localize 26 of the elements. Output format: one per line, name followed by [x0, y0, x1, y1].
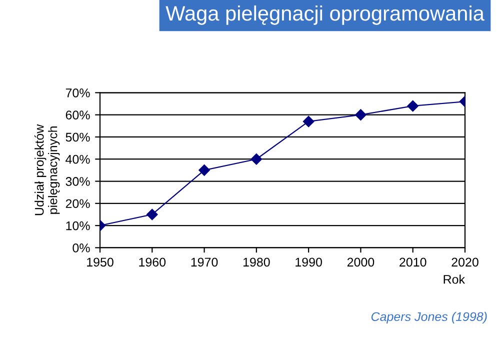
point — [407, 100, 418, 112]
chart-title: Waga pielęgnacji oprogramowania — [166, 5, 484, 25]
x-tick-label: 1960 — [139, 258, 166, 267]
y-tick-label: 60% — [66, 110, 90, 120]
y-axis-title: Udział projektów pielęgnacyjnych — [34, 124, 60, 216]
text: Capers Jones (1998) — [371, 312, 487, 324]
x-tick-label: 1950 — [87, 258, 114, 267]
point — [302, 116, 314, 128]
x-tick-label: 1990 — [296, 258, 322, 267]
y-tick-label: 20% — [66, 199, 90, 208]
y-tick-label: 70% — [66, 88, 90, 98]
y-tick-label: 30% — [66, 177, 90, 186]
point — [250, 154, 262, 165]
x-tick-label: 2010 — [400, 258, 426, 267]
x-tick-label: 2000 — [347, 258, 374, 267]
point — [146, 208, 158, 220]
x-tick-label: 1980 — [243, 258, 270, 267]
y-tick-label: 0% — [72, 243, 90, 252]
y-tick-label: 10% — [66, 221, 90, 230]
x-tick-label: 1970 — [191, 258, 218, 267]
point — [355, 109, 366, 120]
y-tick-label: 40% — [66, 154, 90, 164]
y-tick-label: 50% — [66, 132, 90, 142]
x-tick-label: 2020 — [452, 258, 478, 267]
point — [198, 164, 210, 176]
x-axis-title: Rok — [444, 274, 466, 284]
